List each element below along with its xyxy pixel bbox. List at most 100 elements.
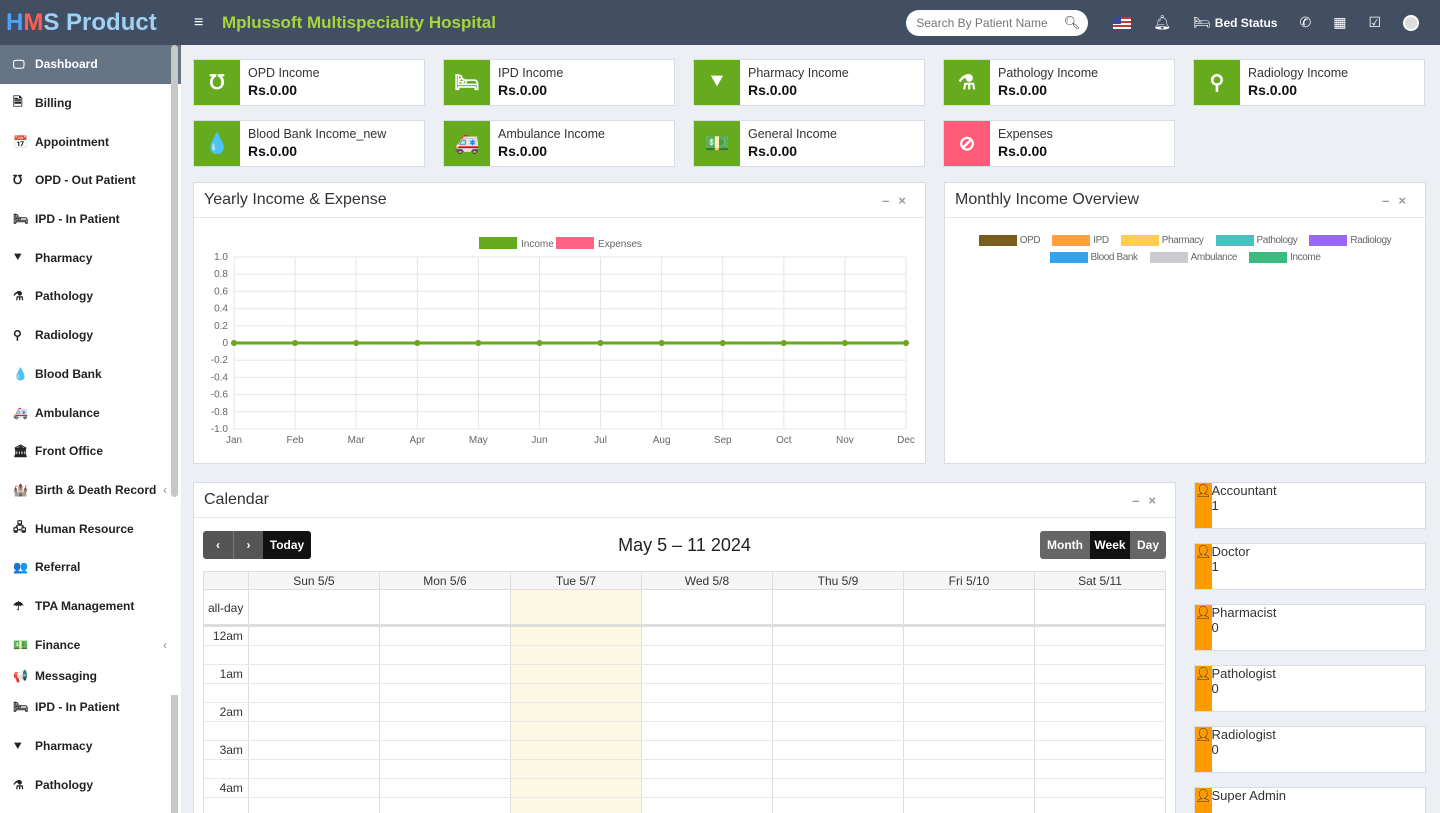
income-box-blood-bank-income-new[interactable]: 💧 Blood Bank Income_new Rs.0.00 bbox=[193, 120, 425, 167]
chevron-left-icon[interactable]: ‹ bbox=[163, 637, 167, 652]
legend-item[interactable]: Income bbox=[1249, 252, 1321, 263]
income-box-pathology-income[interactable]: ⚗ Pathology Income Rs.0.00 bbox=[943, 59, 1175, 106]
all-day-cell[interactable] bbox=[509, 590, 641, 624]
sidebar-item-front-office[interactable]: 🏛 Front Office bbox=[0, 432, 181, 471]
time-slot-cell[interactable] bbox=[771, 779, 903, 797]
language-flag-icon[interactable] bbox=[1113, 16, 1132, 29]
legend-item[interactable]: Pharmacy bbox=[1120, 235, 1204, 246]
time-slot-cell[interactable] bbox=[903, 760, 1034, 778]
time-slot-cell[interactable] bbox=[640, 627, 772, 645]
staff-box-accountant[interactable]: 👤︎ Accountant 1 bbox=[1194, 482, 1426, 529]
sidebar-item-pharmacy[interactable]: ⯆ Pharmacy bbox=[0, 238, 181, 277]
time-slot-cell[interactable] bbox=[378, 798, 510, 813]
sidebar-item-birth-death-record[interactable]: 🏰 Birth & Death Record ‹ bbox=[0, 471, 181, 510]
time-slot-cell[interactable] bbox=[771, 741, 903, 759]
time-slot-cell[interactable] bbox=[378, 779, 510, 797]
legend-item[interactable]: Pathology bbox=[1215, 235, 1298, 246]
user-avatar[interactable] bbox=[1403, 14, 1419, 31]
time-slot-cell[interactable] bbox=[1034, 646, 1165, 664]
collapse-icon[interactable]: – bbox=[1132, 492, 1149, 508]
sidebar-scrollbar[interactable] bbox=[171, 45, 178, 497]
time-slot-cell[interactable] bbox=[1034, 684, 1165, 702]
income-box-ipd-income[interactable]: 🛏 IPD Income Rs.0.00 bbox=[443, 59, 675, 106]
bed-status-button[interactable]: 🛏︎ Bed Status bbox=[1193, 14, 1278, 30]
time-slot-cell[interactable] bbox=[247, 779, 379, 797]
all-day-cell[interactable] bbox=[1034, 590, 1165, 624]
time-slot-cell[interactable] bbox=[378, 722, 510, 740]
sidebar-item-opd-out-patient[interactable]: ℧ OPD - Out Patient bbox=[0, 161, 181, 200]
time-slot-cell[interactable] bbox=[903, 627, 1034, 645]
time-slot-cell[interactable] bbox=[640, 703, 772, 721]
today-button[interactable]: Today bbox=[263, 531, 311, 559]
time-slot-cell[interactable] bbox=[903, 646, 1034, 664]
collapse-icon[interactable]: – bbox=[882, 192, 899, 208]
legend-item[interactable]: OPD bbox=[978, 235, 1041, 246]
sidebar-item-billing[interactable]: 🗎 Billing bbox=[0, 84, 181, 123]
close-icon[interactable]: × bbox=[1148, 492, 1165, 508]
sidebar-item-dashboard[interactable]: 🖵 Dashboard bbox=[0, 45, 181, 84]
time-slot-cell[interactable] bbox=[640, 779, 772, 797]
time-slot-cell[interactable] bbox=[509, 684, 641, 702]
time-slot-cell[interactable] bbox=[903, 779, 1034, 797]
time-slot-cell[interactable] bbox=[247, 798, 379, 813]
time-slot-cell[interactable] bbox=[378, 646, 510, 664]
time-slot-cell[interactable] bbox=[771, 646, 903, 664]
staff-box-doctor[interactable]: 👤︎ Doctor 1 bbox=[1194, 543, 1426, 590]
whatsapp-icon[interactable]: ✆ bbox=[1299, 14, 1312, 30]
all-day-cell[interactable] bbox=[640, 590, 772, 624]
all-day-cell[interactable] bbox=[378, 590, 510, 624]
time-slot-cell[interactable] bbox=[509, 779, 641, 797]
day-header[interactable]: Mon 5/6 bbox=[378, 572, 510, 589]
time-slot-cell[interactable] bbox=[509, 627, 641, 645]
time-slot-cell[interactable] bbox=[378, 741, 510, 759]
income-box-expenses[interactable]: ⊘ Expenses Rs.0.00 bbox=[943, 120, 1175, 167]
sidebar-item-referral[interactable]: 👥 Referral bbox=[0, 548, 181, 587]
time-slot-cell[interactable] bbox=[903, 741, 1034, 759]
time-slot-cell[interactable] bbox=[640, 798, 772, 813]
sidebar-item-appointment[interactable]: 📅 Appointment bbox=[0, 122, 181, 161]
all-day-cell[interactable] bbox=[902, 590, 1034, 624]
staff-box-pathologist[interactable]: 👤︎ Pathologist 0 bbox=[1194, 665, 1426, 712]
patient-search[interactable]: 🔍︎ bbox=[906, 9, 1089, 36]
legend-item[interactable]: Blood Bank bbox=[1049, 252, 1138, 263]
legend-item[interactable]: IPD bbox=[1052, 235, 1109, 246]
legend-item[interactable]: Radiology bbox=[1309, 235, 1392, 246]
task-check-icon[interactable]: ☑ bbox=[1368, 14, 1381, 30]
time-slot-cell[interactable] bbox=[509, 760, 641, 778]
sidebar-item-blood-bank[interactable]: 💧 Blood Bank bbox=[0, 355, 181, 394]
time-slot-cell[interactable] bbox=[903, 703, 1034, 721]
time-slot-cell[interactable] bbox=[771, 627, 903, 645]
sidebar-item-ipd-in-patient[interactable]: 🛏 IPD - In Patient bbox=[0, 688, 181, 727]
menu-toggle-icon[interactable]: ≡ bbox=[194, 13, 204, 31]
time-slot-cell[interactable] bbox=[1034, 760, 1165, 778]
income-box-opd-income[interactable]: ℧ OPD Income Rs.0.00 bbox=[193, 59, 425, 106]
time-slot-cell[interactable] bbox=[640, 665, 772, 683]
sidebar-scrollbar-lower[interactable] bbox=[171, 695, 178, 813]
time-slot-cell[interactable] bbox=[903, 722, 1034, 740]
sidebar-item-pathology[interactable]: ⚗ Pathology bbox=[0, 277, 181, 316]
calendar-icon[interactable]: ▦ bbox=[1333, 14, 1347, 30]
income-box-ambulance-income[interactable]: 🚑 Ambulance Income Rs.0.00 bbox=[443, 120, 675, 167]
time-slot-cell[interactable] bbox=[247, 760, 379, 778]
sidebar-item-finance[interactable]: 💵 Finance ‹ bbox=[0, 625, 181, 664]
time-slot-cell[interactable] bbox=[1034, 627, 1165, 645]
time-slot-cell[interactable] bbox=[247, 741, 379, 759]
sidebar-item-messaging[interactable]: 📢 Messaging bbox=[0, 664, 181, 688]
time-slot-cell[interactable] bbox=[378, 665, 510, 683]
time-slot-cell[interactable] bbox=[378, 760, 510, 778]
staff-box-pharmacist[interactable]: 👤︎ Pharmacist 0 bbox=[1194, 604, 1426, 651]
time-slot-cell[interactable] bbox=[640, 684, 772, 702]
chevron-left-icon[interactable]: ‹ bbox=[163, 482, 167, 497]
close-icon[interactable]: × bbox=[1398, 192, 1415, 208]
time-slot-cell[interactable] bbox=[1034, 703, 1165, 721]
income-box-general-income[interactable]: 💵 General Income Rs.0.00 bbox=[693, 120, 925, 167]
time-slot-cell[interactable] bbox=[1034, 779, 1165, 797]
time-slot-cell[interactable] bbox=[771, 703, 903, 721]
prev-button[interactable]: ‹ bbox=[203, 531, 233, 559]
time-slot-cell[interactable] bbox=[1034, 741, 1165, 759]
time-slot-cell[interactable] bbox=[247, 627, 379, 645]
day-header[interactable]: Wed 5/8 bbox=[640, 572, 772, 589]
view-week-button[interactable]: Week bbox=[1090, 531, 1130, 559]
day-header[interactable]: Fri 5/10 bbox=[902, 572, 1034, 589]
search-input[interactable] bbox=[916, 15, 1057, 30]
